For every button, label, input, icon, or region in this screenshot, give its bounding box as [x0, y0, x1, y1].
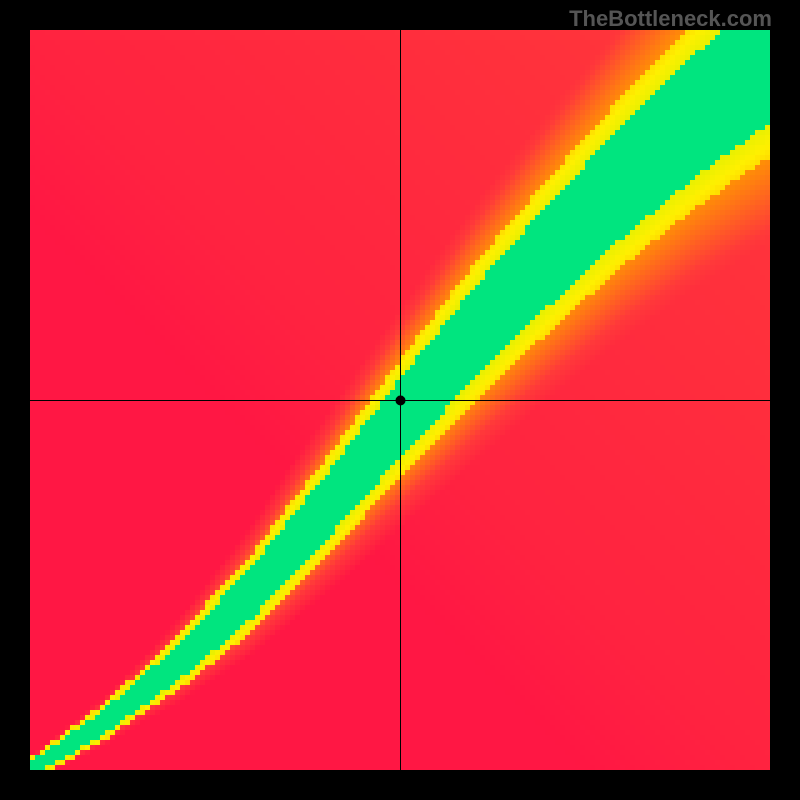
source-watermark: TheBottleneck.com — [569, 6, 772, 32]
crosshair-overlay-canvas — [30, 30, 770, 770]
chart-frame: TheBottleneck.com — [0, 0, 800, 800]
